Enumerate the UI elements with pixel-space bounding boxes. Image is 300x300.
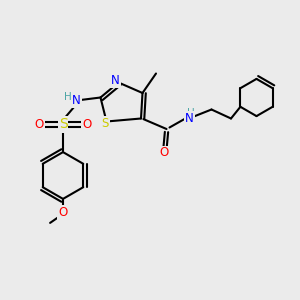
Text: N: N bbox=[184, 112, 194, 125]
Text: O: O bbox=[34, 118, 43, 131]
Text: H: H bbox=[187, 108, 194, 118]
Text: S: S bbox=[58, 118, 68, 131]
Text: N: N bbox=[72, 94, 81, 107]
Text: H: H bbox=[64, 92, 72, 102]
Text: O: O bbox=[159, 146, 168, 160]
Text: N: N bbox=[111, 74, 120, 88]
Text: S: S bbox=[101, 117, 109, 130]
Text: O: O bbox=[82, 118, 91, 131]
Text: O: O bbox=[58, 206, 68, 219]
